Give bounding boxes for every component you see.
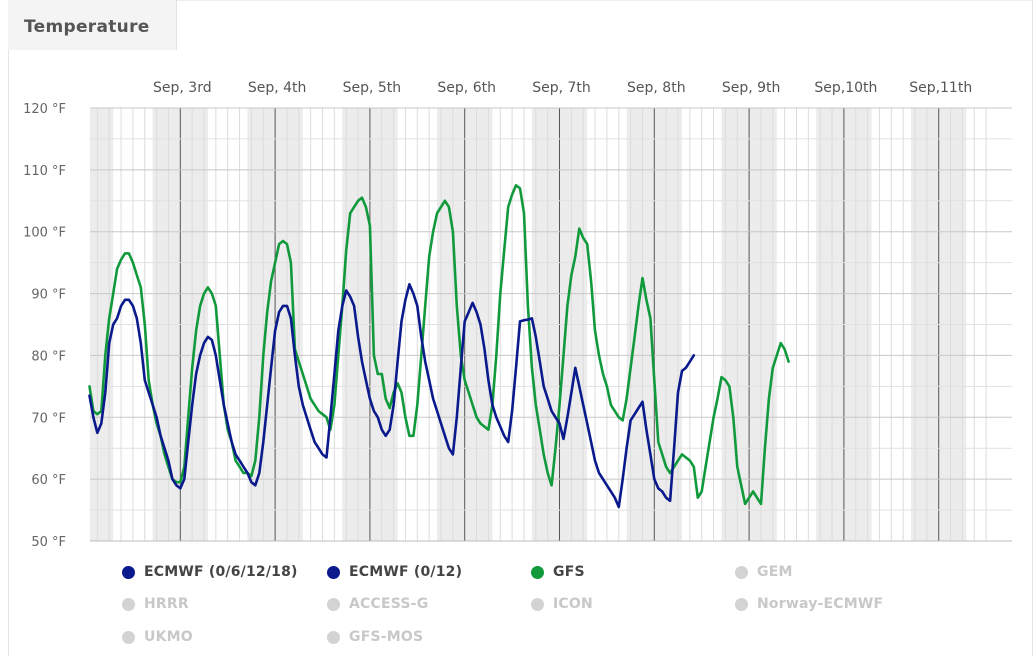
legend-label: UKMO <box>144 629 193 645</box>
legend-label: GFS <box>553 564 585 580</box>
legend-item-access-g[interactable]: ACCESS-G <box>327 594 428 614</box>
day-label: Sep,11th <box>909 80 972 96</box>
legend-item-icon[interactable]: ICON <box>531 594 593 614</box>
title-tab <box>8 0 177 50</box>
legend-label: ECMWF (0/6/12/18) <box>144 564 298 580</box>
y-tick-label: 80 °F <box>31 349 66 364</box>
legend-label: ACCESS-G <box>349 596 429 612</box>
legend-item-ecmwf-0-6-12-18-[interactable]: ECMWF (0/6/12/18) <box>122 562 298 582</box>
day-label: Sep, 4th <box>248 80 307 96</box>
y-tick-label: 60 °F <box>31 473 66 488</box>
legend-dot-icon <box>122 565 135 579</box>
y-tick-label: 50 °F <box>31 535 66 550</box>
day-label: Sep, 5th <box>343 80 402 96</box>
legend-item-gfs[interactable]: GFS <box>531 562 585 582</box>
legend-item-gfs-mos[interactable]: GFS-MOS <box>327 627 423 647</box>
legend-label: GEM <box>757 564 793 580</box>
legend-item-norway-ecmwf[interactable]: Norway-ECMWF <box>735 594 883 614</box>
y-tick-label: 70 °F <box>31 411 66 426</box>
y-tick-label: 120 °F <box>23 102 66 117</box>
legend-item-ukmo[interactable]: UKMO <box>122 627 193 647</box>
day-label: Sep, 7th <box>532 80 591 96</box>
legend-dot-icon <box>735 597 748 611</box>
legend-label: HRRR <box>144 596 189 612</box>
y-tick-label: 100 °F <box>23 226 66 241</box>
legend-dot-icon <box>327 630 340 644</box>
day-label: Sep,10th <box>814 80 877 96</box>
legend-item-ecmwf-0-12-[interactable]: ECMWF (0/12) <box>327 562 462 582</box>
y-tick-label: 110 °F <box>23 164 66 179</box>
y-tick-label: 90 °F <box>31 288 66 303</box>
legend-label: ICON <box>553 596 593 612</box>
series-line-ecmwf-0-6-12-18- <box>88 282 696 509</box>
day-label: Sep, 9th <box>722 80 781 96</box>
legend-label: ECMWF (0/12) <box>349 564 463 580</box>
day-label: Sep, 8th <box>627 80 686 96</box>
legend-dot-icon <box>327 597 340 611</box>
series-lines <box>88 184 790 509</box>
chart-title: Temperature <box>24 17 150 37</box>
legend-dot-icon <box>531 565 544 579</box>
legend-dot-icon <box>531 597 544 611</box>
day-labels: Sep, 3rd Sep, 4th Sep, 5th Sep, 6th Sep, 7th… <box>153 80 972 96</box>
legend-label: GFS-MOS <box>349 629 424 645</box>
legend-dot-icon <box>122 630 135 644</box>
legend-dot-icon <box>735 565 748 579</box>
legend-label: Norway-ECMWF <box>757 596 884 612</box>
chart-panel <box>8 0 1033 656</box>
legend-item-hrrr[interactable]: HRRR <box>122 594 189 614</box>
day-label: Sep, 6th <box>437 80 496 96</box>
legend-item-gem[interactable]: GEM <box>735 562 793 582</box>
legend-dot-icon <box>122 597 135 611</box>
day-label: Sep, 3rd <box>153 80 212 96</box>
y-axis-labels: 50 °F 60 °F 70 °F 80 °F 90 °F 100 °F 110 °F 120… <box>23 102 66 550</box>
legend-dot-icon <box>327 565 340 579</box>
